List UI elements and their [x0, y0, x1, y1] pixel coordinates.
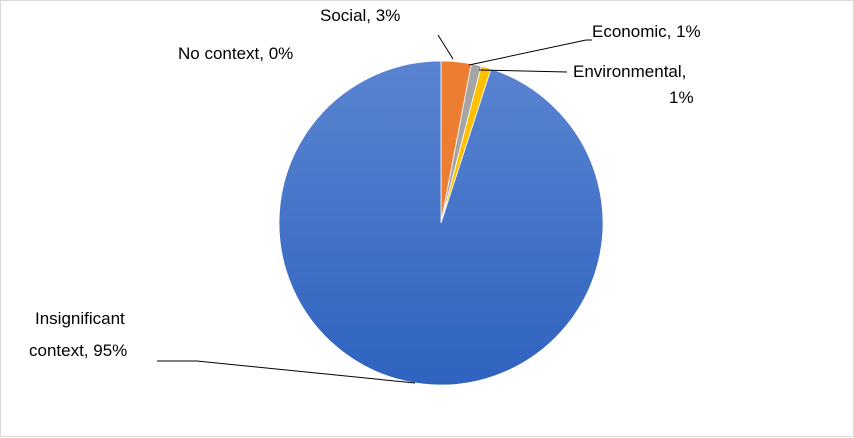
leader-line-environmental	[478, 69, 568, 73]
leader-line-insignificant-context	[157, 360, 416, 384]
data-label-line: Economic, 1%	[592, 22, 701, 41]
pie-slice-insignificant-context	[278, 60, 604, 386]
data-label-line: Environmental,	[573, 62, 686, 81]
leader-line-economic	[468, 39, 592, 66]
leader-line-social	[437, 34, 454, 60]
data-label-line: Insignificant	[35, 309, 125, 328]
data-label-line: Social, 3%	[320, 6, 400, 25]
data-label-insignificant-context: Insignificant context, 95%	[29, 309, 127, 360]
data-label-no-context: No context, 0%	[178, 44, 293, 63]
data-label-social: Social, 3%	[320, 6, 400, 25]
data-label-line: context, 95%	[29, 341, 127, 360]
data-label-economic: Economic, 1%	[592, 22, 701, 41]
data-label-line: 1%	[669, 88, 694, 107]
data-label-environmental: Environmental, 1%	[573, 62, 694, 107]
data-label-line: No context, 0%	[178, 44, 293, 63]
